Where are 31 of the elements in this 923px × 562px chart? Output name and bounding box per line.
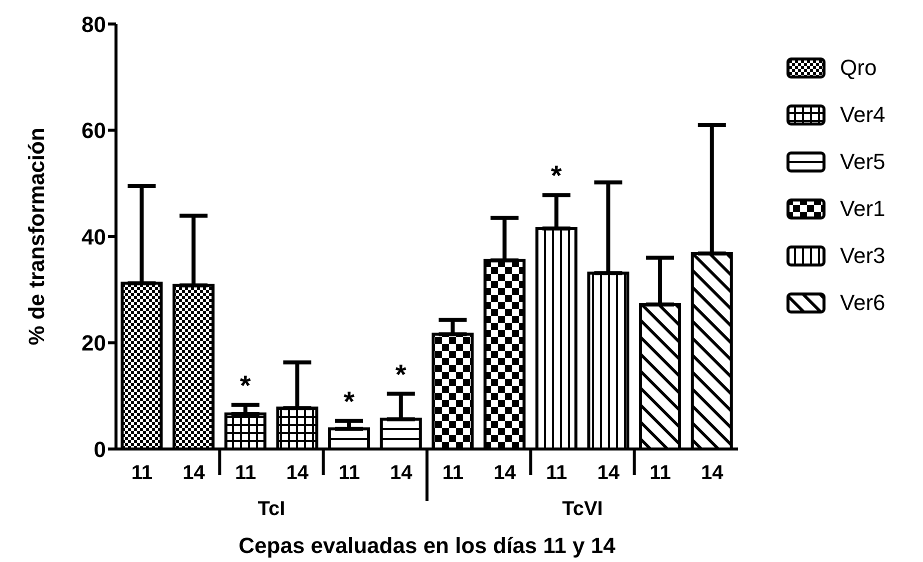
- x-tick-label: 11: [442, 462, 464, 484]
- y-tick-label: 20: [82, 330, 106, 356]
- y-tick-label: 60: [82, 118, 106, 144]
- x-tick-label: 14: [182, 462, 206, 484]
- x-tick-label: 11: [235, 462, 256, 484]
- x-axis-title: Cepas evaluadas en los días 11 y 14: [238, 533, 616, 558]
- legend-label: Qro: [840, 54, 877, 80]
- x-tick-label: 14: [390, 462, 414, 484]
- text: TcVI: [562, 498, 603, 520]
- legend-label: Ver5: [840, 148, 886, 174]
- x-tick-label: 11: [131, 462, 152, 484]
- y-tick-label: 80: [82, 12, 106, 37]
- legend-label: Ver1: [840, 196, 886, 222]
- data-label: *: [240, 370, 251, 401]
- data-label: *: [550, 160, 562, 192]
- data-label: *: [395, 358, 406, 390]
- x-tick-label: 14: [700, 462, 724, 484]
- x-tick-label: 11: [546, 462, 568, 484]
- x-tick-label: 14: [286, 462, 310, 484]
- data-label: *: [344, 386, 355, 417]
- y-tick-label: 40: [82, 224, 106, 250]
- legend-label: Ver6: [840, 290, 886, 316]
- y-axis-title: % de transformación: [24, 128, 49, 346]
- legend-label: Ver4: [840, 102, 886, 128]
- x-tick-label: 14: [494, 462, 517, 484]
- legend-label: Ver3: [840, 242, 886, 268]
- y-tick-label: 0: [94, 436, 106, 462]
- text: TcI: [258, 498, 286, 520]
- x-tick-label: 14: [597, 462, 620, 484]
- x-tick-label: 11: [650, 462, 671, 484]
- x-tick-label: 11: [338, 462, 360, 484]
